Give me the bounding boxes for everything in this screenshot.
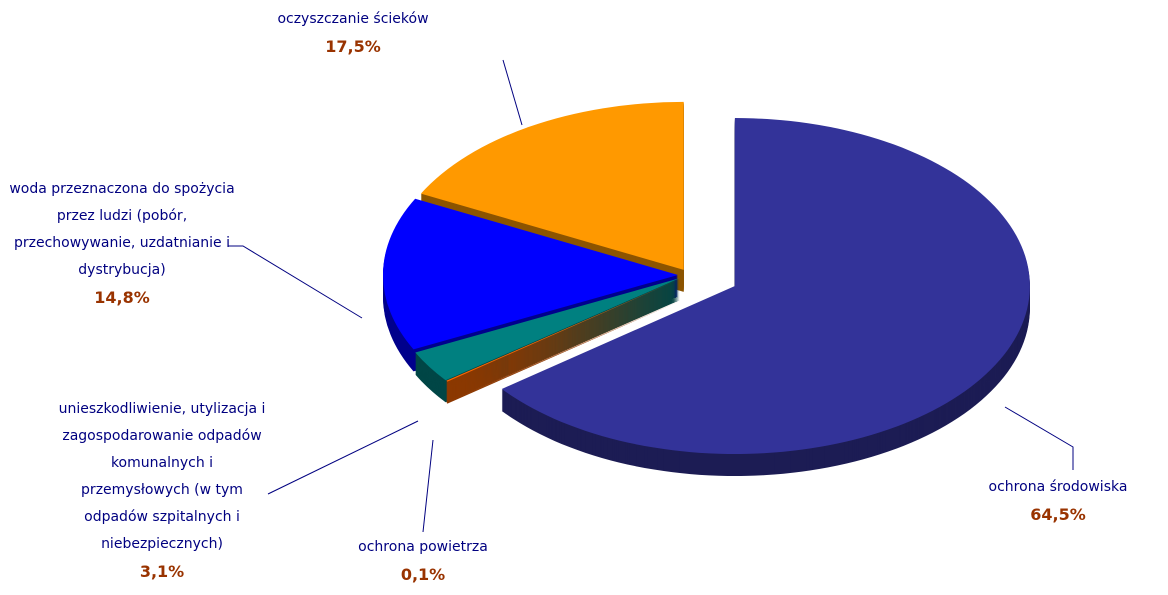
value-label: 0,1% — [400, 565, 446, 584]
slice-side — [446, 295, 681, 399]
slice-side — [446, 286, 681, 390]
leader-line — [502, 59, 523, 126]
slice-side — [446, 298, 681, 402]
slice-side — [446, 290, 681, 394]
slice-side — [446, 281, 681, 385]
slice — [446, 278, 681, 382]
slice-side — [446, 297, 681, 401]
value-label: 3,1% — [139, 562, 185, 581]
slice-side — [446, 287, 681, 391]
slice-label: ochrona środowiska 64,5% — [958, 474, 1158, 528]
slice-side — [446, 299, 681, 403]
slice-side — [446, 291, 681, 395]
slice-side — [446, 280, 681, 384]
category-name: ochrona powietrza — [358, 539, 488, 555]
slice-side — [446, 284, 681, 388]
slice — [501, 117, 1030, 454]
slice-side — [446, 294, 681, 398]
value-label: 14,8% — [94, 288, 150, 307]
slice-label: oczyszczanie ścieków 17,5% — [223, 6, 483, 60]
slice-side — [446, 289, 681, 393]
slice-side — [446, 300, 681, 404]
slice-side — [446, 293, 681, 397]
value-label: 17,5% — [325, 37, 381, 56]
slice — [383, 198, 679, 350]
leader-line — [267, 420, 419, 495]
leader-line — [1004, 406, 1074, 470]
slice-side — [446, 292, 681, 396]
category-name: unieszkodliwienie, utylizacja i zagospod… — [58, 401, 266, 552]
slice-side — [446, 296, 681, 400]
slice-label: woda przeznaczona do spożycia przez ludz… — [2, 176, 242, 311]
slice-side — [446, 279, 681, 383]
leader-line — [228, 245, 363, 319]
slice-side — [446, 283, 681, 387]
slice-side — [446, 288, 681, 392]
slice-side — [446, 282, 681, 386]
category-name: oczyszczanie ścieków — [277, 11, 429, 27]
slice-label: unieszkodliwienie, utylizacja i zagospod… — [57, 396, 267, 585]
category-name: ochrona środowiska — [988, 479, 1128, 495]
slice — [415, 278, 680, 381]
slice — [420, 101, 684, 270]
leader-line — [422, 439, 434, 533]
slice-side — [446, 285, 681, 389]
value-label: 64,5% — [1030, 505, 1086, 524]
slice-label: ochrona powietrza 0,1% — [313, 534, 533, 588]
category-name: woda przeznaczona do spożycia przez ludz… — [9, 181, 235, 278]
